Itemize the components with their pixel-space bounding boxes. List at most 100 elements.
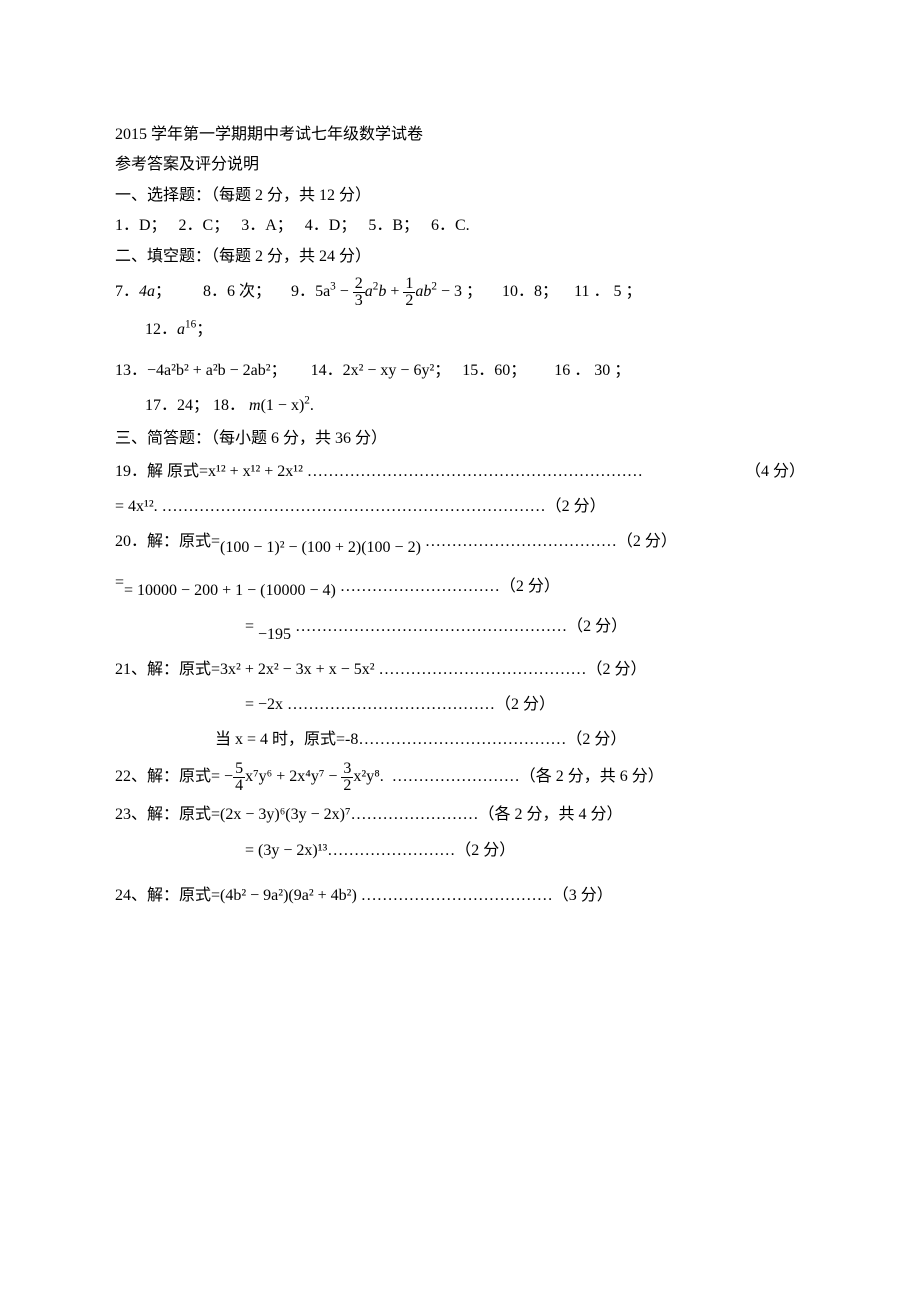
q19-dots: ……………………………………………………… <box>303 463 643 480</box>
q12-val: a <box>177 321 185 338</box>
q20-line: 20．解：原式=(100 − 1)² − (100 + 2)(100 − 2) … <box>115 524 805 565</box>
q18-label: 18． <box>213 397 245 414</box>
q23-label: 23、解：原式= <box>115 806 220 823</box>
q9-ab: ab <box>415 283 431 300</box>
q20c-pts: （2 分） <box>567 618 627 635</box>
q9-lead: 5a <box>315 283 330 300</box>
q24-line: 24、解：原式=(4b² − 9a²)(9a² + 4b²) ………………………… <box>115 878 805 913</box>
q21b-dots: ………………………………… <box>283 696 495 713</box>
q13-sep: ； <box>271 362 287 379</box>
fill-line-4: 17．24； 18． m(1 − x)2. <box>115 388 805 423</box>
q21-line: 21、解：原式=3x² + 2x² − 3x + x − 5x² …………………… <box>115 652 805 687</box>
q22-frac1: 54 <box>233 761 245 794</box>
q19b-body: = 4x¹². <box>115 498 158 515</box>
q23-dots: ……………………（各 2 分，共 4 分） <box>351 806 623 823</box>
q21b-pts: （2 分） <box>495 696 555 713</box>
section3-heading: 三、简答题：（每小题 6 分，共 36 分） <box>115 424 805 454</box>
q19-pts: （4 分） <box>745 454 805 489</box>
q13-label: 13． <box>115 362 147 379</box>
q9-a: a <box>365 283 373 300</box>
q23b-pts: （2 分） <box>455 842 515 859</box>
q9-p1: + <box>386 283 403 300</box>
q21c-body: 当 x = 4 时，原式=-8 <box>215 731 358 748</box>
q20b-line: == 10000 − 200 + 1 − (10000 − 4) …………………… <box>115 565 805 608</box>
q23-line: 23、解：原式=(2x − 3y)⁶(3y − 2x)⁷……………………（各 2… <box>115 797 805 832</box>
q20b-pts: （2 分） <box>500 578 560 595</box>
q12-label: 12． <box>145 321 177 338</box>
q21-label: 21、解：原式= <box>115 661 220 678</box>
q24-pts: （3 分） <box>553 887 613 904</box>
q19b-pts: （2 分） <box>546 498 606 515</box>
q16: 16 ． 30 ； <box>554 362 630 379</box>
page-title: 2015 学年第一学期期中考试七年级数学试卷 <box>115 120 805 150</box>
q7-sep: ； <box>155 283 171 300</box>
q24-dots: ……………………………… <box>357 887 553 904</box>
q22-line: 22、解：原式= −54x⁷y⁶ + 2x⁴y⁷ − 32x²y⁸. ……………… <box>115 757 805 797</box>
q21c-pts: （2 分） <box>566 731 626 748</box>
q19-body: x¹² + x¹² + 2x¹² <box>208 463 303 480</box>
q8: 8．6 次； <box>203 283 271 300</box>
q21c-dots: ………………………………… <box>358 731 566 748</box>
q9-m1: − <box>336 283 353 300</box>
q21b-line: = −2x …………………………………（2 分） <box>115 687 805 722</box>
q21-dots: ………………………………… <box>375 661 587 678</box>
q20c-body: −195 <box>258 626 291 643</box>
q19-line: 19．解 原式=x¹² + x¹² + 2x¹² ………………………………………… <box>115 454 805 489</box>
q7-val: 4a <box>139 283 155 300</box>
q24-label: 24、解：原式= <box>115 887 220 904</box>
q20b-dots: ………………………… <box>336 578 500 595</box>
subtitle: 参考答案及评分说明 <box>115 150 805 180</box>
q13-body: −4a²b² + a²b − 2ab² <box>147 362 271 379</box>
q20-label: 20．解：原式= <box>115 533 220 550</box>
q21-pts: （2 分） <box>587 661 647 678</box>
q23b-line: = (3y − 2x)¹³……………………（2 分） <box>115 833 805 868</box>
q20c-dots: …………………………………………… <box>291 618 567 635</box>
q21c-line: 当 x = 4 时，原式=-8…………………………………（2 分） <box>115 722 805 757</box>
q22-label: 22、解：原式= <box>115 768 224 785</box>
q22-tail: . ……………………（各 2 分，共 6 分） <box>380 768 664 785</box>
q23-body: (2x − 3y)⁶(3y − 2x)⁷ <box>220 806 351 823</box>
q23b-dots: …………………… <box>327 842 455 859</box>
q14-body: 2x² − xy − 6y² <box>343 362 435 379</box>
section1-heading: 一、选择题：（每题 2 分，共 12 分） <box>115 181 805 211</box>
q14-label: 14． <box>311 362 343 379</box>
q22-t2: x²y⁸ <box>353 768 379 785</box>
document-page: 2015 学年第一学期期中考试七年级数学试卷 参考答案及评分说明 一、选择题：（… <box>0 0 920 1300</box>
section1-answers: 1．D； 2．C； 3．A； 4．D； 5．B； 6．C. <box>115 211 805 241</box>
q20c-line: = −195 ……………………………………………（2 分） <box>115 609 805 652</box>
q20c-eq: = <box>245 618 254 635</box>
q21-body: 3x² + 2x² − 3x + x − 5x² <box>220 661 374 678</box>
q22-t1: x⁷y⁶ + 2x⁴y⁷ − <box>245 768 341 785</box>
q9-tail: − 3 ； <box>437 283 482 300</box>
q18-tail: . <box>310 397 314 414</box>
q11: 11 ． 5 ； <box>574 283 641 300</box>
q14-sep: ； <box>434 362 450 379</box>
q9-frac2: 12 <box>403 276 415 309</box>
q22-m1: − <box>224 768 233 785</box>
q7-label: 7． <box>115 283 139 300</box>
q23b-body: = (3y − 2x)¹³ <box>245 842 327 859</box>
q20-body: (100 − 1)² − (100 + 2)(100 − 2) <box>220 539 421 556</box>
q18-m: m <box>249 397 261 414</box>
q12-sep: ； <box>196 321 212 338</box>
q9-label: 9． <box>291 283 315 300</box>
q19-label: 19．解 原式= <box>115 463 208 480</box>
fill-line-3: 13．−4a²b² + a²b − 2ab²； 14．2x² − xy − 6y… <box>115 353 805 388</box>
q19b-dots: ……………………………………………………………… <box>158 498 546 515</box>
q17: 17．24； <box>145 397 209 414</box>
fill-line-1: 7．4a； 8．6 次； 9．5a3 − 23a2b + 12ab2 − 3 ；… <box>115 272 805 312</box>
q10: 10．8； <box>502 283 558 300</box>
q20-pts: （2 分） <box>617 533 677 550</box>
q20b-body: = 10000 − 200 + 1 − (10000 − 4) <box>124 582 336 599</box>
q18-paren: (1 − x) <box>261 397 305 414</box>
q12-line: 12．a16； <box>115 312 805 347</box>
q9-frac1: 23 <box>353 276 365 309</box>
q19b-line: = 4x¹². ………………………………………………………………（2 分） <box>115 489 805 524</box>
q22-frac2: 32 <box>341 761 353 794</box>
q24-body: (4b² − 9a²)(9a² + 4b²) <box>220 887 357 904</box>
q15: 15．60； <box>462 362 526 379</box>
q21b-body: = −2x <box>245 696 283 713</box>
section2-heading: 二、填空题：（每题 2 分，共 24 分） <box>115 242 805 272</box>
q12-exp: 16 <box>185 319 196 331</box>
q20-dots: ……………………………… <box>421 533 617 550</box>
